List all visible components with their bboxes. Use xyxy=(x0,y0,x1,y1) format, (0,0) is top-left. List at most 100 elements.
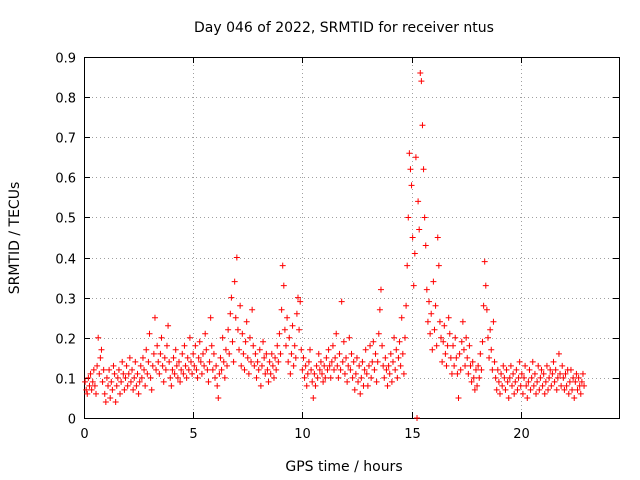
data-point xyxy=(558,382,565,389)
data-point xyxy=(91,382,98,389)
data-point xyxy=(290,362,297,369)
data-point xyxy=(291,342,298,349)
data-point xyxy=(326,362,333,369)
data-point xyxy=(124,382,131,389)
data-point xyxy=(226,350,233,357)
data-point xyxy=(97,354,104,361)
data-point xyxy=(487,326,494,333)
data-point xyxy=(505,394,512,401)
data-point xyxy=(405,214,412,221)
data-point xyxy=(389,358,396,365)
data-point xyxy=(265,378,272,385)
data-point xyxy=(315,350,322,357)
data-point xyxy=(373,378,380,385)
data-point xyxy=(407,166,414,173)
data-point xyxy=(202,330,209,337)
data-point xyxy=(534,378,541,385)
data-point xyxy=(414,415,421,421)
data-point xyxy=(344,378,351,385)
data-point xyxy=(346,334,353,341)
data-point xyxy=(510,370,517,377)
data-point xyxy=(239,330,246,337)
data-point xyxy=(204,366,211,373)
data-point xyxy=(452,334,459,341)
data-point xyxy=(443,362,450,369)
data-point xyxy=(328,358,335,365)
data-point xyxy=(268,350,275,357)
data-point xyxy=(540,370,547,377)
data-point xyxy=(170,354,177,361)
data-point xyxy=(112,398,119,405)
data-point xyxy=(490,318,497,325)
data-point xyxy=(493,386,500,393)
data-point xyxy=(406,150,413,157)
data-point xyxy=(98,346,105,353)
data-point xyxy=(408,182,415,189)
data-point xyxy=(282,342,289,349)
data-point xyxy=(353,354,360,361)
data-point xyxy=(504,378,511,385)
data-point xyxy=(447,354,454,361)
data-point xyxy=(150,350,157,357)
data-point xyxy=(518,370,525,377)
data-point xyxy=(205,378,212,385)
data-point xyxy=(448,370,455,377)
data-point xyxy=(257,382,264,389)
data-point xyxy=(192,342,199,349)
data-point xyxy=(426,298,433,305)
data-point xyxy=(136,378,143,385)
data-point xyxy=(388,378,395,385)
data-point xyxy=(95,334,102,341)
data-point xyxy=(573,370,580,377)
data-point xyxy=(553,386,560,393)
data-point xyxy=(324,366,331,373)
data-point xyxy=(472,366,479,373)
data-point xyxy=(423,286,430,293)
data-point xyxy=(160,378,167,385)
data-point xyxy=(567,366,574,373)
data-point xyxy=(313,362,320,369)
data-point xyxy=(125,370,132,377)
data-point xyxy=(137,362,144,369)
data-point xyxy=(227,310,234,317)
data-point xyxy=(530,382,537,389)
data-point xyxy=(113,382,120,389)
data-point xyxy=(258,362,265,369)
data-point xyxy=(422,242,429,249)
data-point xyxy=(212,374,219,381)
data-point xyxy=(251,362,258,369)
data-point xyxy=(114,374,121,381)
data-point xyxy=(494,366,501,373)
data-point xyxy=(550,358,557,365)
data-point xyxy=(411,250,418,257)
data-point xyxy=(476,374,483,381)
data-point xyxy=(183,374,190,381)
data-point xyxy=(149,362,156,369)
data-point xyxy=(338,298,345,305)
data-point xyxy=(501,374,508,381)
data-point xyxy=(84,390,91,397)
data-point xyxy=(172,346,179,353)
data-point xyxy=(549,370,556,377)
data-point xyxy=(225,326,232,333)
data-point xyxy=(571,394,578,401)
data-point xyxy=(574,386,581,393)
data-point xyxy=(403,302,410,309)
data-point xyxy=(304,370,311,377)
data-point xyxy=(463,334,470,341)
data-point xyxy=(507,362,514,369)
data-point xyxy=(165,322,172,329)
data-point xyxy=(309,378,316,385)
data-point xyxy=(115,366,122,373)
data-point xyxy=(429,346,436,353)
data-point xyxy=(367,342,374,349)
data-point xyxy=(415,198,422,205)
data-point xyxy=(384,382,391,389)
data-point xyxy=(220,358,227,365)
data-point xyxy=(89,378,96,385)
data-point xyxy=(542,378,549,385)
data-point xyxy=(139,354,146,361)
data-point xyxy=(513,366,520,373)
data-point xyxy=(166,358,173,365)
data-point xyxy=(130,386,137,393)
